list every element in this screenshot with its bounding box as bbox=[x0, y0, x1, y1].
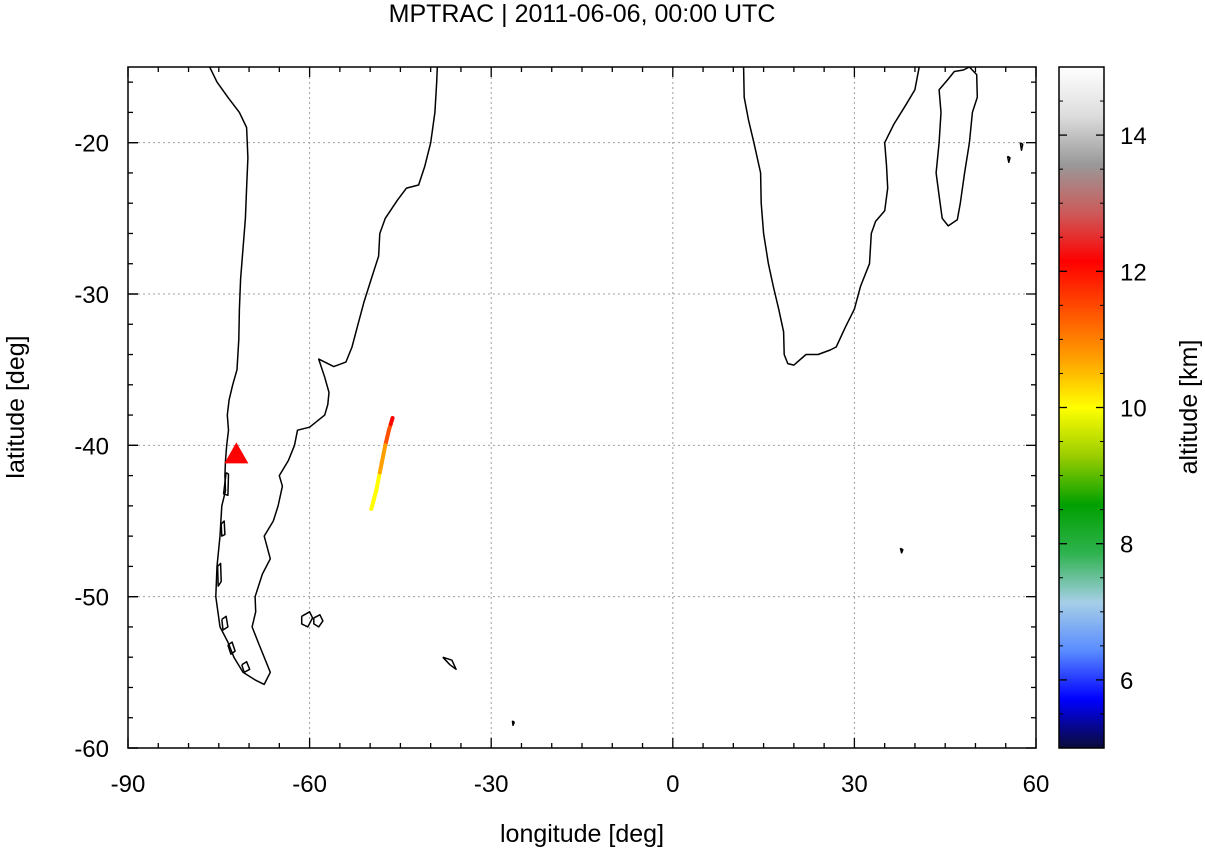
colorbar-tick-label: 8 bbox=[1120, 532, 1133, 559]
coastline-fuegian-island-3 bbox=[241, 660, 251, 674]
x-tick-label: -30 bbox=[474, 771, 509, 798]
plume-particle bbox=[385, 435, 389, 440]
colorbar-tick-label: 12 bbox=[1120, 259, 1147, 286]
colorbar-tick-label: 10 bbox=[1120, 396, 1147, 423]
coastline-fuegian-island-2 bbox=[227, 641, 236, 655]
coastline-comoros bbox=[934, 17, 936, 23]
volcano-layer bbox=[224, 442, 249, 464]
x-tick-label: 60 bbox=[1023, 771, 1050, 798]
x-tick-label: 0 bbox=[666, 771, 679, 798]
coastline-tristan-gough bbox=[511, 720, 515, 727]
plume-particle bbox=[374, 488, 378, 493]
plume-particle bbox=[383, 443, 388, 448]
axis-ticks bbox=[127, 67, 1037, 749]
plume-particle bbox=[378, 470, 382, 475]
x-tick-label: 30 bbox=[841, 771, 868, 798]
coastline-south-georgia bbox=[442, 656, 457, 671]
coastline-chiloe bbox=[222, 471, 230, 497]
volcano-marker bbox=[224, 442, 249, 464]
colorbar-tick-label: 14 bbox=[1120, 123, 1147, 150]
coastline-reunion bbox=[1006, 155, 1011, 164]
coastline-madagascar bbox=[935, 67, 979, 227]
y-tick-label: -30 bbox=[74, 282, 109, 309]
coastlines bbox=[209, 17, 1024, 727]
y-tick-label: -40 bbox=[74, 433, 109, 460]
plume-particle bbox=[387, 428, 391, 433]
plume-particle bbox=[371, 498, 376, 502]
coastline-africa bbox=[742, 67, 920, 366]
plume-particle bbox=[390, 416, 395, 420]
plot-area bbox=[128, 67, 1036, 748]
colorbar: 6 8 10 12 14 altitude [km] bbox=[1058, 66, 1203, 749]
coastline-mauritius bbox=[1019, 142, 1024, 151]
coastline-south-america-west bbox=[209, 67, 439, 686]
coastline-chonos-island bbox=[220, 520, 226, 537]
coastline-falkland-east bbox=[313, 614, 324, 628]
plume-particle bbox=[376, 479, 380, 484]
y-axis-label: latitude [deg] bbox=[2, 335, 30, 478]
plume-particle bbox=[369, 507, 374, 511]
x-axis-label: longitude [deg] bbox=[500, 820, 664, 848]
x-tick-label: -60 bbox=[292, 771, 327, 798]
coastline-falkland-west bbox=[300, 611, 314, 628]
coastline-fuegian-island-1 bbox=[221, 615, 229, 631]
colorbar-ticks: 6 8 10 12 14 bbox=[1059, 100, 1147, 715]
colorbar-label: altitude [km] bbox=[1175, 340, 1203, 475]
x-tick-label: -90 bbox=[111, 771, 146, 798]
colorbar-tick-label: 6 bbox=[1120, 668, 1133, 695]
axis-tick-labels: -90 -60 -30 0 30 60-60-50-40-30-20 bbox=[74, 131, 1049, 798]
chart-title: MPTRAC | 2011-06-06, 00:00 UTC bbox=[389, 0, 776, 28]
plume-particle bbox=[381, 452, 386, 457]
ash-plume bbox=[369, 416, 395, 511]
y-tick-label: -60 bbox=[74, 736, 109, 763]
plume-particle bbox=[388, 422, 393, 426]
coastline-wellington-island bbox=[216, 562, 222, 587]
plume-particle bbox=[379, 461, 384, 466]
y-tick-label: -50 bbox=[74, 585, 109, 612]
coastline-prince-edward-island bbox=[899, 547, 904, 554]
y-tick-label: -20 bbox=[74, 131, 109, 158]
